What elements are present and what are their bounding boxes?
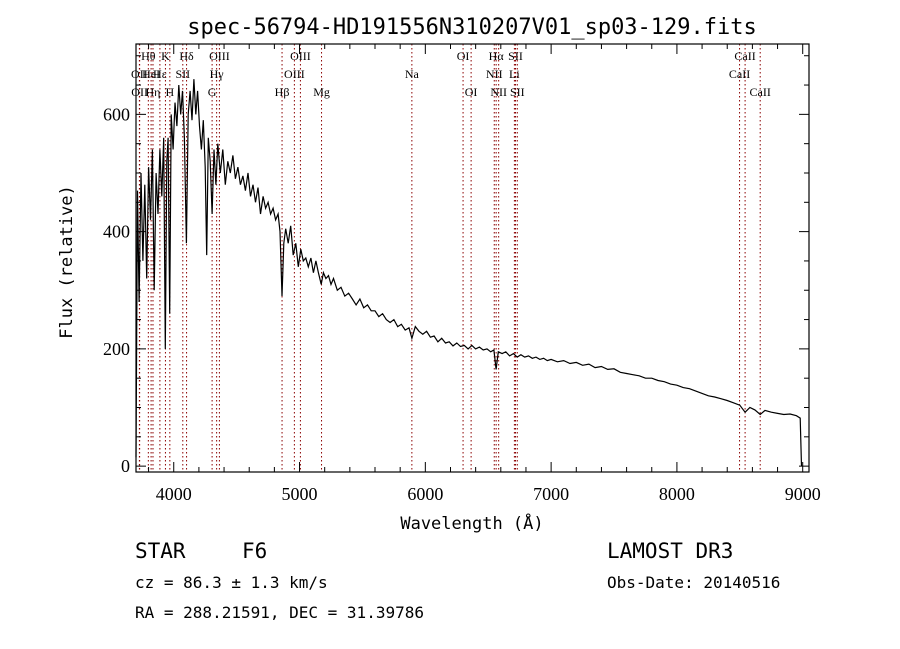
spectral-line-label: NII bbox=[486, 67, 503, 81]
spectral-line-label: Hβ bbox=[275, 85, 290, 99]
spectral-line-label: SII bbox=[175, 67, 190, 81]
spectral-line-label: K bbox=[161, 49, 170, 63]
x-tick-label: 4000 bbox=[156, 484, 192, 504]
spectral-line-label: Hγ bbox=[210, 67, 225, 81]
spectral-line-label: OIII bbox=[290, 49, 311, 63]
observation-date: Obs-Date: 20140516 bbox=[607, 573, 781, 592]
spectrum-series bbox=[135, 79, 803, 467]
x-tick-label: 5000 bbox=[282, 484, 318, 504]
spectral-line-label: NII bbox=[490, 85, 507, 99]
redshift-readout: cz = 86.3 ± 1.3 km/s bbox=[135, 573, 328, 592]
spectral-line-label: Mg bbox=[313, 85, 330, 99]
x-tick-label: 7000 bbox=[533, 484, 569, 504]
axis-tick-labels: 4000 5000 6000 7000 8000 9000 0 200 400 600 bbox=[103, 104, 821, 504]
y-tick-label: 0 bbox=[121, 456, 130, 476]
x-tick-label: 6000 bbox=[407, 484, 443, 504]
spectral-line-label: OIII bbox=[284, 67, 305, 81]
spectral-line-label: OIII bbox=[209, 49, 230, 63]
y-axis-label: Flux (relative) bbox=[57, 185, 77, 339]
object-type: F6 bbox=[242, 539, 268, 563]
y-tick-label: 400 bbox=[103, 222, 130, 242]
spectral-line-label: Hδ bbox=[179, 49, 194, 63]
chart-title: spec-56794-HD191556N310207V01_sp03-129.f… bbox=[187, 15, 757, 40]
spectral-line-label: SII bbox=[508, 49, 523, 63]
spectral-line-label: CaII bbox=[729, 67, 750, 81]
plot-frame bbox=[135, 43, 810, 473]
coordinates-readout: RA = 288.21591, DEC = 31.39786 bbox=[135, 603, 424, 622]
spectral-line-label: G bbox=[208, 85, 217, 99]
x-axis-label: Wavelength (Å) bbox=[400, 512, 543, 534]
spectral-line-label: OII bbox=[131, 67, 148, 81]
axis-ticks bbox=[136, 44, 809, 472]
spectral-line-label: CaII bbox=[750, 85, 771, 99]
x-tick-label: 8000 bbox=[659, 484, 695, 504]
spectrum-line bbox=[135, 79, 803, 467]
object-class: STAR bbox=[135, 539, 186, 563]
y-tick-label: 600 bbox=[103, 104, 130, 124]
spectral-line-label: CaII bbox=[734, 49, 755, 63]
spectral-line-label: OI bbox=[457, 49, 470, 63]
spectral-line-label: SII bbox=[510, 85, 525, 99]
spectral-line-label: Li bbox=[509, 67, 520, 81]
spectral-line-markers bbox=[138, 44, 761, 472]
spectral-line-label: Na bbox=[405, 67, 420, 81]
spectral-line-label: OI bbox=[465, 85, 478, 99]
x-tick-label: 9000 bbox=[785, 484, 821, 504]
y-tick-label: 200 bbox=[103, 339, 130, 359]
spectral-line-label: Hθ bbox=[141, 49, 156, 63]
spectral-line-label: Hε bbox=[153, 67, 167, 81]
spectral-line-label: H bbox=[166, 85, 175, 99]
spectral-line-label: HeI bbox=[142, 67, 160, 81]
survey-name: LAMOST DR3 bbox=[607, 539, 734, 563]
spectral-line-label: Hα bbox=[489, 49, 505, 63]
spectral-line-label: Hη bbox=[146, 85, 161, 99]
